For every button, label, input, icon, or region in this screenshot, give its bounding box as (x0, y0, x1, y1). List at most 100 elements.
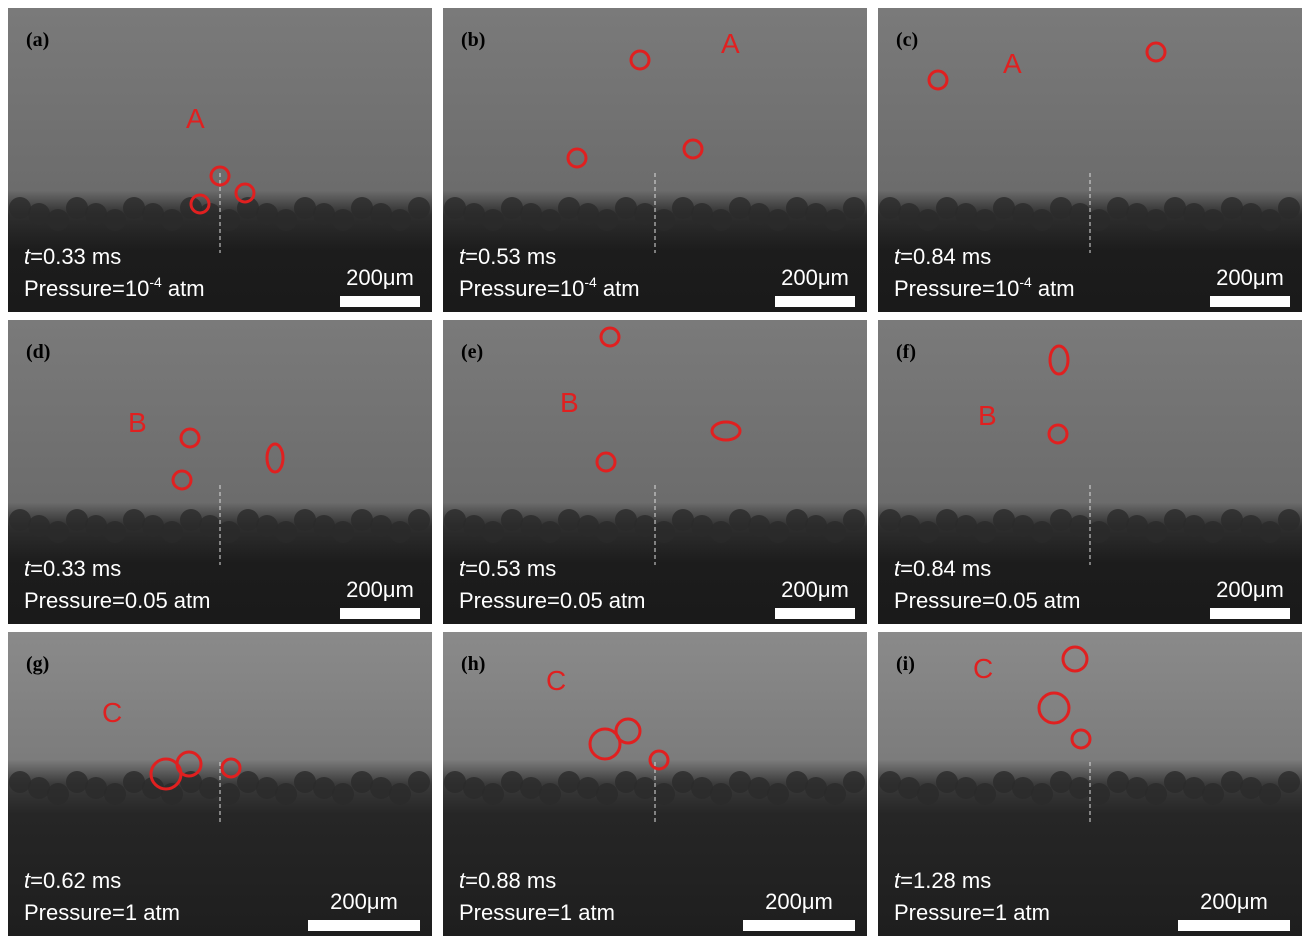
particle (805, 515, 827, 537)
highlight-circle (927, 69, 949, 91)
pressure-label: Pressure=1 atm (894, 900, 1050, 925)
particle (1240, 777, 1262, 799)
particle (577, 203, 599, 225)
particle (879, 197, 901, 219)
marker-label: A (721, 28, 740, 59)
particle (463, 777, 485, 799)
panel: (h) Ct=0.88 ms Pressure=1 atm 200μm (443, 632, 867, 936)
particle (917, 521, 939, 543)
particle (66, 771, 88, 793)
particle (786, 197, 808, 219)
particle (879, 771, 901, 793)
panel-label: (e) (461, 341, 483, 363)
time-value: =0.53 ms (465, 556, 556, 581)
pressure-text: Pressure=10 (459, 276, 584, 301)
highlight-circle (179, 427, 201, 449)
particle (482, 209, 504, 231)
particle (672, 509, 694, 531)
panel-image (443, 8, 867, 312)
highlight-circle (234, 182, 256, 204)
time-value: =0.33 ms (30, 244, 121, 269)
particle (463, 515, 485, 537)
particle (634, 777, 656, 799)
particle (104, 209, 126, 231)
particle (408, 509, 430, 531)
pressure-text: Pressure=1 atm (894, 900, 1050, 925)
highlight-circle (595, 451, 617, 473)
particle (1221, 509, 1243, 531)
time-variable: t (894, 556, 901, 581)
particle (615, 771, 637, 793)
particle (729, 509, 751, 531)
particle (1259, 783, 1281, 805)
particle (104, 783, 126, 805)
time-value: =0.84 ms (900, 556, 991, 581)
particle (501, 509, 523, 531)
particle (313, 515, 335, 537)
highlight-circle (710, 420, 742, 442)
particle (1183, 203, 1205, 225)
scale-bar-label: 200μm (1216, 265, 1284, 290)
particle (256, 515, 278, 537)
highlight-circle (189, 193, 211, 215)
pressure-unit: atm (1032, 276, 1075, 301)
particle (9, 771, 31, 793)
highlight-circle (171, 469, 193, 491)
particle (653, 783, 675, 805)
particle (237, 509, 259, 531)
particle (898, 203, 920, 225)
particle (1107, 197, 1129, 219)
pressure-text: Pressure=10 (894, 276, 1019, 301)
pressure-unit: atm (597, 276, 640, 301)
particle (237, 771, 259, 793)
particle (577, 777, 599, 799)
pressure-text: Pressure=0.05 atm (459, 588, 645, 613)
particle (1050, 771, 1072, 793)
scale-bar-label: 200μm (781, 577, 849, 602)
particle (275, 521, 297, 543)
particle (577, 515, 599, 537)
particle (843, 197, 865, 219)
panel-image (878, 320, 1302, 624)
particle (917, 209, 939, 231)
particle (898, 515, 920, 537)
particle (28, 777, 50, 799)
particle (936, 771, 958, 793)
pressure-text: Pressure=0.05 atm (894, 588, 1080, 613)
time-value: =0.33 ms (30, 556, 121, 581)
particle (1088, 521, 1110, 543)
scale-bar (1210, 296, 1290, 307)
particle (1126, 515, 1148, 537)
particle (1107, 509, 1129, 531)
particle (47, 521, 69, 543)
particle (256, 777, 278, 799)
particle (974, 521, 996, 543)
particle (1145, 521, 1167, 543)
particle (1126, 777, 1148, 799)
particle (1050, 197, 1072, 219)
pressure-label: Pressure=1 atm (459, 900, 615, 925)
particle (615, 509, 637, 531)
highlight-circle (1047, 423, 1069, 445)
particle (444, 509, 466, 531)
particle (1240, 515, 1262, 537)
particle (142, 203, 164, 225)
scale-bar (743, 920, 855, 931)
particle (1202, 209, 1224, 231)
scale-bar-label: 200μm (781, 265, 849, 290)
scale-bar-label: 200μm (765, 889, 833, 914)
particle (824, 783, 846, 805)
particle (1164, 197, 1186, 219)
particle (370, 777, 392, 799)
particle (294, 771, 316, 793)
time-value: =0.88 ms (465, 868, 556, 893)
scale-bar-label: 200μm (346, 577, 414, 602)
particle (1240, 203, 1262, 225)
panel: (b) At=0.53 ms Pressure=10-4 atm 200μm (443, 8, 867, 312)
particle (1069, 777, 1091, 799)
time-variable: t (24, 556, 31, 581)
particle (843, 771, 865, 793)
particle (9, 509, 31, 531)
panel: (f) Bt=0.84 ms Pressure=0.05 atm 200μm (878, 320, 1302, 624)
particle (1069, 203, 1091, 225)
